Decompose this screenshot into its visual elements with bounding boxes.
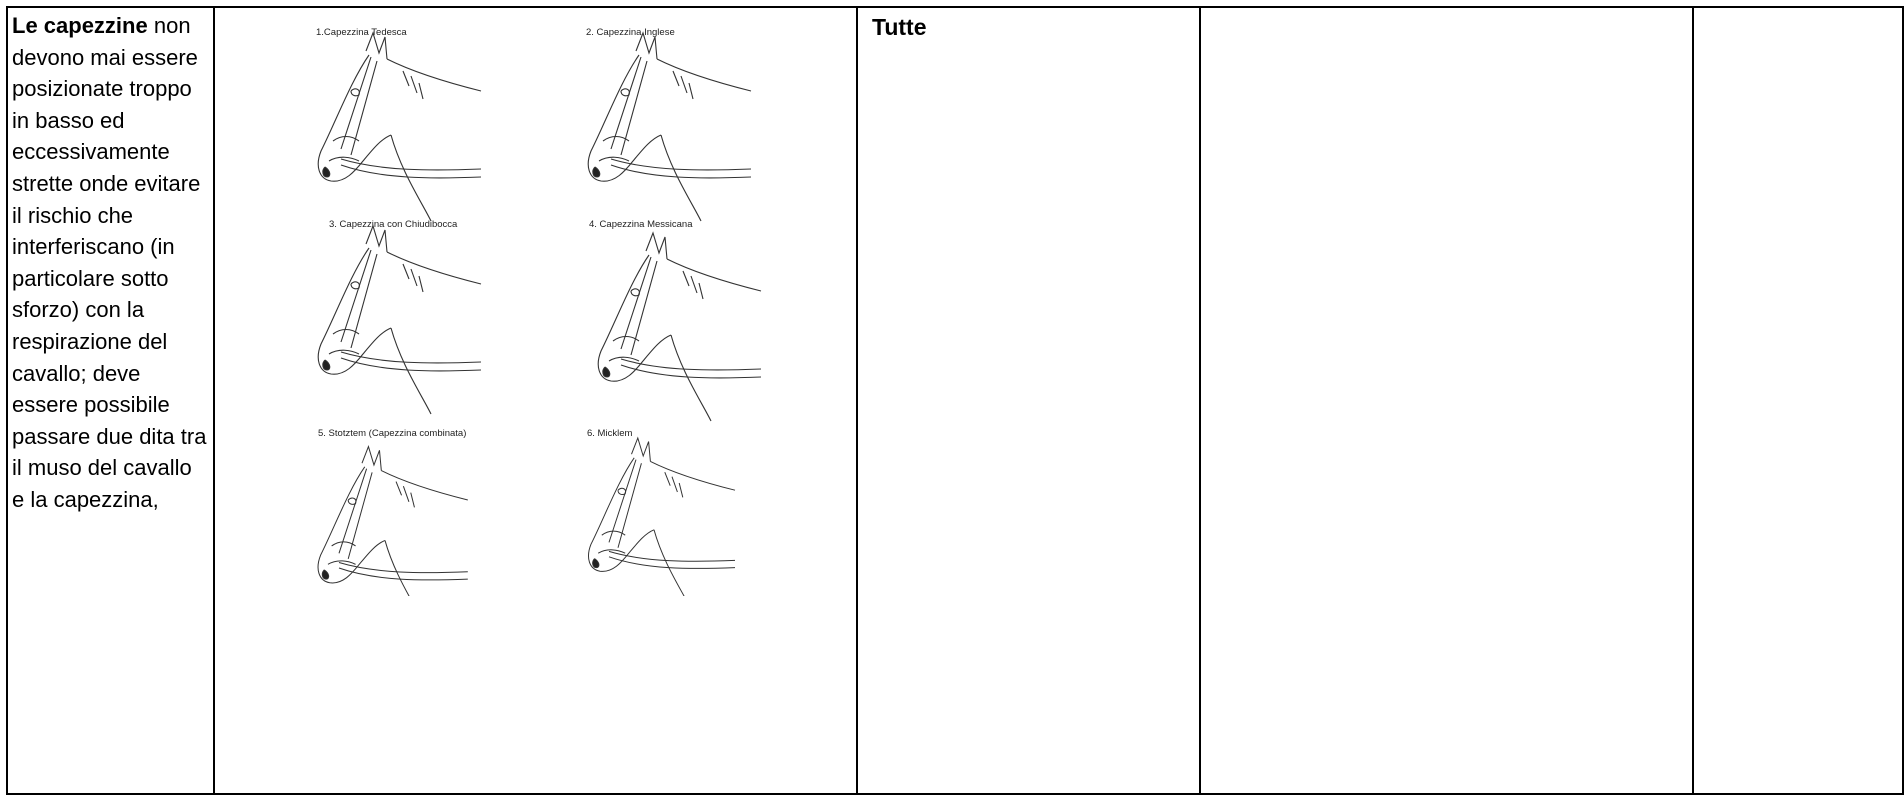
column-border [1902, 6, 1904, 795]
table-border-bottom [6, 793, 1904, 795]
horse-illustration [317, 225, 482, 415]
horse-illustration [588, 437, 736, 596]
description: non devono mai essere posizionate troppo… [12, 13, 207, 512]
horse-illustration [317, 32, 482, 222]
caption: 4. Capezzina Messicana [589, 219, 693, 230]
noseband-figure: 1.Capezzina Tedesca 2. Capezzina Inglese… [316, 27, 762, 596]
horse-illustration [587, 32, 752, 222]
horse-illustration [317, 446, 469, 596]
description-cell: Le capezzine non devono mai essere posiz… [12, 10, 208, 516]
caption: 5. Stotztem (Capezzina combinata) [318, 428, 466, 439]
column-border [6, 6, 8, 795]
column-border [1199, 6, 1201, 795]
caption: 2. Capezzina Inglese [586, 27, 675, 38]
scope-cell: Tutte [872, 14, 927, 40]
table-border-top [6, 6, 1904, 8]
caption: 3. Capezzina con Chiudibocca [329, 219, 458, 230]
horse-illustration [597, 232, 762, 422]
caption: 6. Micklem [587, 428, 632, 439]
column-border [1692, 6, 1694, 795]
lead: Le capezzine [12, 13, 148, 38]
column-border [213, 6, 215, 795]
caption: 1.Capezzina Tedesca [316, 27, 407, 38]
column-border [856, 6, 858, 795]
